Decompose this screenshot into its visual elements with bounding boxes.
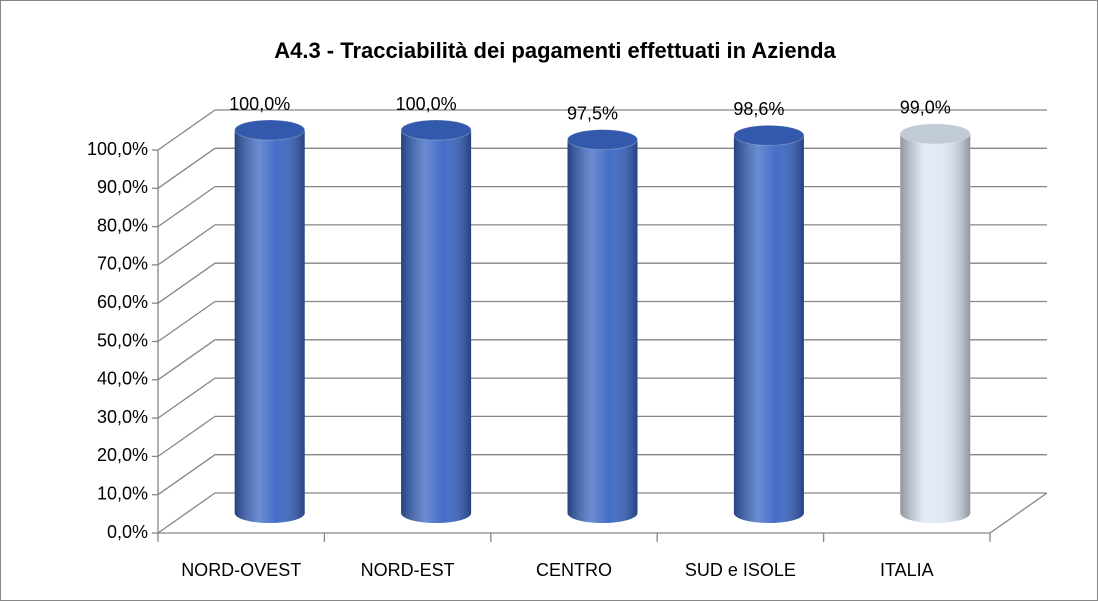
cylinder-top-shade: [234, 120, 305, 140]
cylinder-shade: [567, 139, 638, 523]
cylinder-top-shade: [567, 129, 638, 150]
cylinder-top: [567, 129, 638, 151]
cylinder-top: [899, 123, 971, 145]
cylinder-shade: [733, 135, 804, 523]
cylinder-shade: [401, 130, 472, 523]
y-tick-label: 30,0%: [97, 407, 148, 427]
cylinder-top-shade: [401, 120, 472, 140]
value-label: 98,6%: [733, 99, 784, 119]
cylinder-shade: [900, 133, 971, 523]
cylinder-shade: [234, 130, 305, 523]
y-tick-label: 90,0%: [97, 177, 148, 197]
y-tick-label: 70,0%: [97, 254, 148, 274]
y-tick-label: 60,0%: [97, 292, 148, 312]
cylinder-top-shade: [733, 125, 804, 146]
cylinder-top: [234, 119, 306, 141]
y-tick-label: 0,0%: [107, 522, 148, 542]
x-tick-label: NORD-EST: [361, 560, 455, 580]
x-tick-label: ITALIA: [880, 560, 934, 580]
y-tick-label: 20,0%: [97, 445, 148, 465]
cylinder-top: [733, 124, 805, 146]
chart-title: A4.3 - Tracciabilità dei pagamenti effet…: [274, 38, 836, 63]
y-tick-label: 40,0%: [97, 369, 148, 389]
x-tick-label: CENTRO: [536, 560, 612, 580]
value-label: 99,0%: [900, 98, 951, 118]
y-tick-label: 100,0%: [87, 139, 148, 159]
value-label: 100,0%: [396, 94, 457, 114]
cylinder-top-shade: [900, 123, 971, 144]
value-label: 97,5%: [567, 103, 618, 123]
y-tick-label: 80,0%: [97, 215, 148, 235]
value-label: 100,0%: [229, 94, 290, 114]
y-tick-label: 10,0%: [97, 483, 148, 503]
cylinder-top: [400, 119, 472, 141]
x-tick-label: SUD e ISOLE: [685, 560, 796, 580]
y-tick-label: 50,0%: [97, 330, 148, 350]
x-tick-label: NORD-OVEST: [181, 560, 301, 580]
grid-line: [157, 109, 1047, 151]
